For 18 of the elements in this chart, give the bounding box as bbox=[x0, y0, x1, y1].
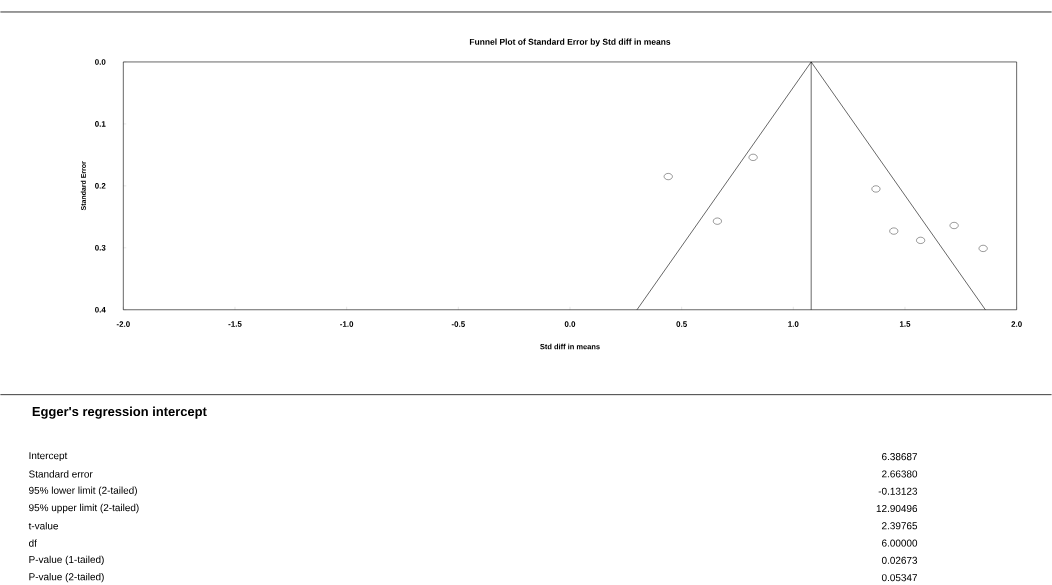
text: 2.39765 bbox=[882, 522, 918, 530]
text: 95% lower limit (2-tailed) bbox=[29, 486, 137, 497]
text: -0.13123 bbox=[878, 487, 918, 495]
text: Intercept bbox=[29, 452, 68, 462]
text: P-value (1-tailed) bbox=[29, 555, 104, 566]
text: 6.00000 bbox=[882, 539, 918, 547]
text: 12.90496 bbox=[876, 505, 918, 513]
text: 6.38687 bbox=[882, 453, 918, 461]
text: Egger's regression intercept bbox=[32, 406, 207, 419]
text: df bbox=[29, 539, 37, 547]
text: t-value bbox=[28, 522, 59, 530]
text: 2.66380 bbox=[882, 470, 918, 478]
chart-title: Funnel Plot of Standard Error by Std diff in means bbox=[469, 38, 671, 47]
text: 0.02673 bbox=[881, 557, 918, 565]
text: 95% upper limit (2-tailed) bbox=[29, 504, 139, 514]
text: P-value (2-tailed) bbox=[29, 573, 104, 583]
text: Standard error bbox=[29, 470, 93, 478]
text: 0.05347 bbox=[881, 574, 918, 582]
